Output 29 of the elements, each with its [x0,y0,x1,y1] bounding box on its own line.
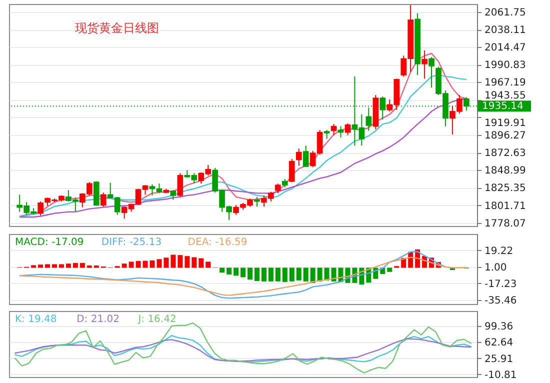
y-tick-label: 1896.27 [484,130,526,142]
text: DEA: -16.59 [188,237,248,248]
y-tick-label: 2061.75 [484,7,526,18]
ref-line-label: 1935.14 [482,101,524,112]
y-tick-label: 1943.55 [484,90,526,102]
y-tick-label: 1848.99 [484,166,526,177]
y-tick-label: 25.91 [484,354,514,365]
text: DIFF: -25.13 [101,237,162,248]
text: D: 21.02 [76,314,120,325]
y-tick-label: 1967.19 [484,78,526,89]
y-tick-label: 1801.71 [484,200,526,212]
text: 现货黄金日线图 [75,21,159,35]
y-tick-label: 2038.11 [484,25,526,36]
y-tick-label: -17.23 [484,278,517,290]
y-tick-label: 1990.83 [484,60,526,72]
y-tick-label: 19.22 [484,246,514,257]
y-tick-label: 2014.47 [484,42,526,54]
y-tick-label: 1778.07 [484,218,526,230]
y-tick-label: 62.64 [484,338,514,349]
y-tick-label: -10.81 [484,370,517,381]
y-tick-label: 99.36 [484,321,514,332]
y-tick-label: 1872.63 [484,148,526,160]
series-label: MACD: -17.09 [15,237,84,248]
y-tick-label: 1919.91 [484,118,526,129]
y-tick-label: 1825.35 [484,183,526,194]
text: K: 19.48 [15,314,57,325]
y-tick-label: -35.46 [484,295,517,306]
series-label: J: 16.42 [137,314,176,325]
y-tick-label: 1.00 [484,262,507,274]
